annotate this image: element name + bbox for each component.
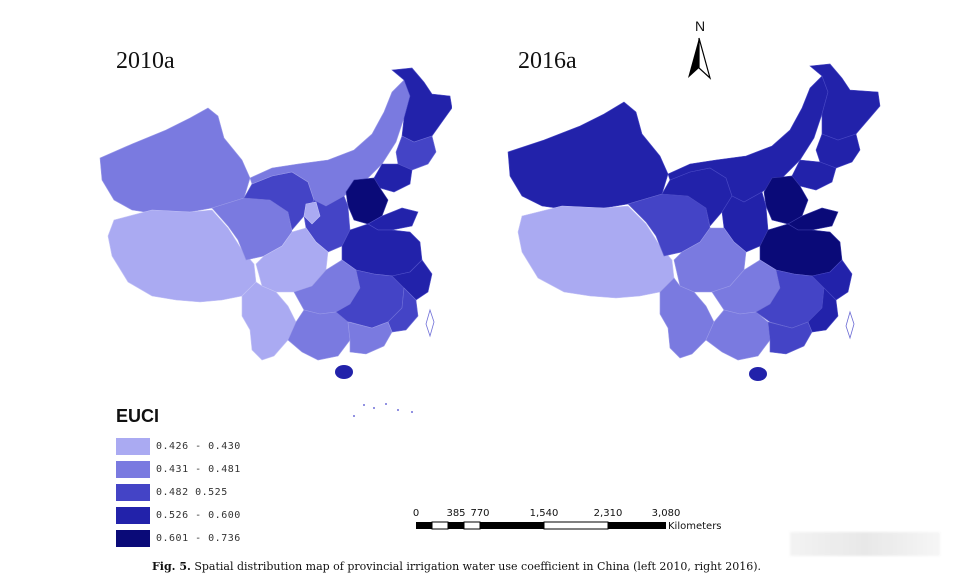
region-hainan — [749, 367, 767, 381]
legend-swatch — [116, 461, 150, 478]
watermark-blur — [790, 532, 940, 556]
north-label: N — [695, 18, 706, 34]
region-taiwan — [845, 310, 855, 340]
region-zhejiang — [391, 259, 433, 301]
legend-row: 0.426 - 0.430 — [116, 435, 276, 458]
legend-label: 0.601 - 0.736 — [156, 533, 241, 544]
region-yunnan — [241, 281, 297, 361]
legend-label: 0.431 - 0.481 — [156, 464, 241, 475]
scale-tick-label: 385 — [446, 508, 466, 519]
region-heilongjiang — [391, 67, 452, 143]
legend-swatch — [116, 438, 150, 455]
scale-bar: 0 385 770 1,540 2,310 3,080 Kilometers — [412, 508, 736, 532]
region-heilongjiang — [809, 63, 881, 141]
north-arrow-icon — [688, 37, 712, 80]
region-xinjiang — [507, 101, 669, 211]
region-taiwan — [425, 308, 435, 338]
caption-prefix: Fig. 5. — [152, 560, 191, 573]
region-xinjiang — [99, 107, 251, 215]
map-2010 — [99, 67, 452, 417]
figure-caption: Fig. 5. Spatial distribution map of prov… — [152, 560, 912, 573]
region-guangdong — [767, 321, 813, 355]
legend-row: 0.482 0.525 — [116, 481, 276, 504]
legend-row: 0.601 - 0.736 — [116, 527, 276, 550]
scale-bar-graphic — [416, 521, 666, 530]
region-guangxi — [705, 309, 771, 361]
region-ningxia — [303, 201, 321, 225]
legend-row: 0.431 - 0.481 — [116, 458, 276, 481]
legend-swatch — [116, 507, 150, 524]
map-2016 — [507, 63, 881, 381]
scale-unit: Kilometers — [668, 521, 722, 532]
legend-title: EUCI — [116, 406, 160, 426]
region-guangdong — [347, 321, 393, 355]
region-jilin — [815, 133, 861, 169]
region-zhejiang — [811, 259, 853, 301]
region-guangxi — [287, 309, 351, 361]
legend-row: 0.526 - 0.600 — [116, 504, 276, 527]
scale-tick-label: 3,080 — [651, 508, 681, 519]
south-sea-islands — [353, 403, 413, 417]
legend-label: 0.526 - 0.600 — [156, 510, 241, 521]
legend-swatch — [116, 530, 150, 547]
legend-swatch — [116, 484, 150, 501]
region-hainan — [335, 365, 353, 379]
panel-title-2016: 2016a — [518, 48, 577, 74]
legend: EUCI 0.426 - 0.430 0.431 - 0.481 0.482 0.5… — [116, 406, 276, 550]
scale-tick-label: 1,540 — [529, 508, 559, 519]
region-inner-mongolia — [249, 79, 411, 207]
legend-label: 0.482 0.525 — [156, 487, 228, 498]
caption-text: Spatial distribution map of provincial i… — [194, 560, 762, 573]
legend-label: 0.426 - 0.430 — [156, 441, 241, 452]
scale-tick-label: 770 — [470, 508, 490, 519]
scale-tick-label: 2,310 — [593, 508, 623, 519]
scale-tick-label: 0 — [412, 508, 420, 519]
panel-title-2010: 2010a — [116, 48, 175, 74]
region-inner-mongolia — [667, 75, 829, 203]
region-jilin — [395, 135, 437, 171]
region-central — [341, 223, 423, 277]
